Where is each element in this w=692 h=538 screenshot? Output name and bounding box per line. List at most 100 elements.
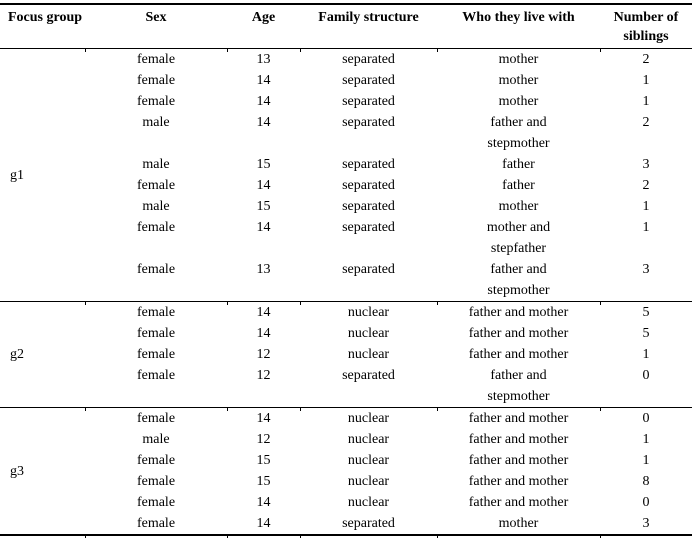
column-header-age: Age xyxy=(251,10,276,25)
cell-siblings: 5 xyxy=(642,326,650,341)
cell-age: 14 xyxy=(256,326,271,341)
cell-who: father and mother xyxy=(468,453,569,468)
cell-siblings: 0 xyxy=(642,495,650,510)
cell-who: mother xyxy=(498,73,539,88)
cell-who: father and stepmother xyxy=(487,262,550,298)
cell-age: 14 xyxy=(256,220,271,235)
cell-age: 13 xyxy=(256,262,271,277)
cell-family: separated xyxy=(342,94,395,109)
cell-family: nuclear xyxy=(347,495,390,510)
cell-sex: female xyxy=(136,220,176,235)
cell-siblings: 1 xyxy=(642,199,650,214)
cell-siblings: 3 xyxy=(642,157,650,172)
cell-family: separated xyxy=(342,178,395,193)
cell-siblings: 2 xyxy=(642,178,650,193)
cell-sex: female xyxy=(136,495,176,510)
cell-who: father xyxy=(502,157,535,172)
cell-who: mother xyxy=(436,47,600,71)
focus-group-label: g2 xyxy=(10,347,24,362)
cell-age: 13 xyxy=(226,47,300,71)
cell-siblings: 1 xyxy=(642,73,650,88)
cell-sex: female xyxy=(84,513,227,538)
header-row: Focus group Sex Age Family structure Who the… xyxy=(0,4,692,49)
cell-age: 14 xyxy=(256,73,271,88)
cell-who: father xyxy=(502,178,535,193)
cell-sex: male xyxy=(142,432,170,447)
cell-sex: female xyxy=(136,347,176,362)
cell-age: 15 xyxy=(256,199,271,214)
cell-age: 14 xyxy=(256,495,271,510)
cell-family: nuclear xyxy=(347,453,390,468)
table-row: male 12 nuclear father and mother 1 xyxy=(0,429,692,450)
cell-sex: male xyxy=(142,199,170,214)
cell-age: 14 xyxy=(256,178,271,193)
cell-age: 14 xyxy=(256,115,271,130)
cell-sex: female xyxy=(136,474,176,489)
cell-family: separated xyxy=(342,115,395,130)
focus-group-label: g1 xyxy=(10,167,24,183)
cell-age: 15 xyxy=(256,157,271,172)
focus-group-section-g2: g2 female 14 nuclear father and mother 5 femal… xyxy=(0,300,692,408)
cell-age: 12 xyxy=(256,347,271,362)
table-row: male 15 separated mother 1 xyxy=(0,196,692,217)
cell-age: 14 xyxy=(226,300,300,324)
column-header-focus: Focus group xyxy=(8,10,83,25)
cell-sex: female xyxy=(136,94,176,109)
cell-sex: female xyxy=(136,326,176,341)
cell-siblings: 3 xyxy=(642,262,650,277)
column-header-sex: Sex xyxy=(145,10,167,25)
cell-who: father and mother xyxy=(468,432,569,447)
cell-family: separated xyxy=(342,73,395,88)
focus-group-label: g3 xyxy=(10,463,24,479)
cell-sex: female xyxy=(84,406,227,430)
table-row: female 14 separated mother 1 xyxy=(0,70,692,91)
cell-sex: male xyxy=(142,157,170,172)
table-row: female 12 separated father and stepmother 0 xyxy=(0,365,692,408)
cell-siblings: 1 xyxy=(642,94,650,109)
table-row: female 14 separated father 2 xyxy=(0,175,692,196)
cell-sex: female xyxy=(84,47,227,71)
cell-family: separated xyxy=(342,220,395,235)
table-row: female 12 nuclear father and mother 1 xyxy=(0,344,692,365)
cell-siblings: 0 xyxy=(599,406,692,430)
table-row: male 14 separated father and stepmother 2 xyxy=(0,112,692,154)
cell-sex: female xyxy=(136,178,176,193)
cell-who: mother xyxy=(498,199,539,214)
cell-family: separated xyxy=(342,262,395,277)
cell-family: nuclear xyxy=(347,432,390,447)
cell-age: 15 xyxy=(256,474,271,489)
cell-siblings: 2 xyxy=(642,115,650,130)
table-row: female 14 nuclear father and mother 0 xyxy=(0,492,692,513)
cell-who: father and mother xyxy=(436,406,600,430)
cell-age: 15 xyxy=(256,453,271,468)
cell-who: mother xyxy=(436,513,600,538)
table-row: female 15 nuclear father and mother 8 xyxy=(0,471,692,492)
cell-sex: female xyxy=(136,453,176,468)
cell-siblings: 1 xyxy=(642,220,650,235)
column-header-family: Family structure xyxy=(318,10,419,25)
column-header-siblings: Number of siblings xyxy=(613,10,679,44)
cell-family: nuclear xyxy=(299,406,437,430)
cell-sex: female xyxy=(136,73,176,88)
cell-siblings: 3 xyxy=(599,513,692,538)
table-row: g2 female 14 nuclear father and mother 5 xyxy=(0,300,692,362)
cell-age: 12 xyxy=(256,432,271,447)
table-header: Focus group Sex Age Family structure Who the… xyxy=(0,4,692,49)
cell-family: separated xyxy=(299,47,437,71)
cell-age: 12 xyxy=(256,368,271,383)
table-row: female 14 nuclear father and mother 5 xyxy=(0,323,692,344)
focus-group-section-g3: g3 female 14 nuclear father and mother 0 male 1… xyxy=(0,406,692,538)
cell-who: father and stepmother xyxy=(487,368,550,404)
cell-sex: female xyxy=(136,368,176,383)
cell-siblings: 1 xyxy=(642,432,650,447)
column-header-who: Who they live with xyxy=(462,10,575,25)
cell-siblings: 0 xyxy=(642,368,650,383)
cell-siblings: 1 xyxy=(642,453,650,468)
table-row: female 14 separated mother 3 xyxy=(0,513,692,538)
cell-who: mother and stepfather xyxy=(486,220,551,256)
cell-siblings: 2 xyxy=(599,47,692,71)
cell-age: 14 xyxy=(226,406,300,430)
cell-family: nuclear xyxy=(347,474,390,489)
cell-who: mother xyxy=(498,94,539,109)
